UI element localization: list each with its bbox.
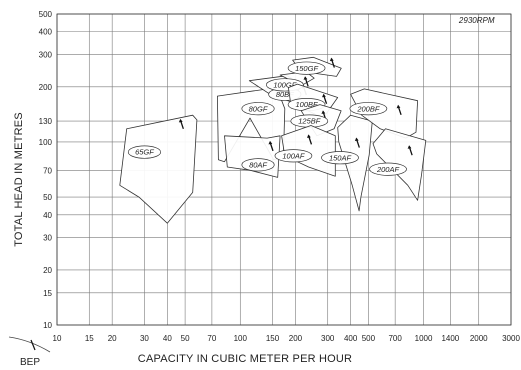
speed-label: 2930RPM	[458, 16, 495, 25]
x-tick-label: 1400	[441, 334, 459, 343]
y-tick-label: 130	[39, 117, 53, 126]
x-tick-label: 50	[181, 334, 190, 343]
pump-model-label: 100GF	[273, 80, 296, 89]
bep-marker-head	[303, 76, 308, 80]
pump-model-badge	[241, 102, 275, 116]
x-tick-label: 400	[344, 334, 358, 343]
tick-labels: 10 15 20 30 40 50 70 100 150 200 300 400 500 700 1000 1…	[39, 10, 521, 343]
pump-range-150af: 150AF	[321, 114, 373, 212]
x-tick-label: 40	[163, 334, 172, 343]
bep-marker-head	[354, 137, 359, 142]
pump-model-label: 80GF	[249, 104, 268, 113]
x-tick-label: 30	[140, 334, 149, 343]
pump-model-label: 80BF	[276, 90, 294, 99]
y-tick-label: 400	[39, 28, 53, 37]
x-axis-title: CAPACITY IN CUBIC METER PER HOUR	[138, 353, 352, 365]
pump-range-100af: 100AF	[274, 125, 336, 177]
pump-model-badge	[241, 158, 275, 172]
y-tick-label: 70	[43, 166, 52, 175]
x-tick-label: 10	[53, 334, 62, 343]
bep-legend-curve	[8, 336, 51, 353]
x-tick-label: 700	[388, 334, 402, 343]
pump-range-125bf: 125BF	[290, 104, 342, 137]
pump-range-200af: 200AF	[369, 128, 427, 201]
x-tick-label: 200	[289, 334, 303, 343]
pump-range-outline	[350, 88, 418, 139]
x-tick-label: 15	[85, 334, 94, 343]
y-axis-title: TOTAL HEAD IN METRES	[13, 112, 25, 247]
x-tick-label: 1000	[415, 334, 433, 343]
pump-model-badge	[349, 102, 388, 116]
pump-model-label: 200AF	[376, 165, 400, 174]
pump-model-label: 65GF	[135, 148, 154, 157]
x-tick-label: 500	[362, 334, 376, 343]
bep-marker-head	[396, 104, 401, 109]
pump-model-label: 100BF	[296, 100, 319, 109]
x-tick-label: 2000	[470, 334, 488, 343]
pump-model-badge	[369, 162, 407, 176]
bep-marker-head	[321, 110, 326, 114]
y-tick-label: 10	[43, 321, 52, 330]
x-tick-label: 150	[266, 334, 280, 343]
x-tick-label: 70	[207, 334, 216, 343]
y-tick-label: 15	[43, 289, 52, 298]
y-tick-label: 20	[43, 266, 52, 275]
pump-range-150gf: 150GF	[287, 56, 342, 77]
bep-legend-arrow	[30, 339, 36, 351]
pump-model-badge	[127, 145, 161, 159]
pump-model-label: 80AF	[249, 160, 267, 169]
pump-model-label: 125BF	[298, 117, 321, 126]
bep-marker-head	[306, 134, 311, 138]
x-tick-label: 100	[234, 334, 248, 343]
x-tick-label: 20	[108, 334, 117, 343]
y-tick-label: 50	[43, 193, 52, 202]
y-tick-label: 40	[43, 211, 52, 220]
pump-model-label: 150GF	[295, 64, 318, 73]
y-tick-label: 500	[39, 10, 53, 19]
y-tick-label: 300	[39, 51, 53, 60]
plot-frame	[56, 13, 512, 326]
bep-label: BEP	[20, 357, 40, 368]
x-tick-label: 3000	[502, 334, 520, 343]
y-tick-label: 100	[39, 138, 53, 147]
bep-marker-head	[268, 140, 273, 145]
pump-range-65gf: 65GF	[119, 114, 198, 224]
bep-marker-head	[329, 57, 334, 62]
pump-model-badge	[274, 149, 313, 163]
bep-marker-head	[407, 145, 412, 149]
pump-model-badge	[321, 151, 359, 165]
pump-model-label: 200BF	[356, 104, 380, 113]
pump-model-badge	[287, 61, 326, 75]
pump-model-label: 100AF	[282, 151, 305, 160]
x-tick-label: 300	[321, 334, 335, 343]
bep-marker-head	[178, 118, 183, 123]
pump-range-outline	[119, 114, 198, 224]
pump-range-80af: 80AF	[224, 135, 281, 178]
y-tick-label: 200	[39, 83, 53, 92]
y-tick-label: 30	[43, 234, 52, 243]
pump-range-100gf: 100GF	[265, 71, 315, 92]
bep-legend: BEP	[8, 336, 51, 368]
bep-marker-head	[322, 93, 326, 98]
pump-model-label: 150AF	[329, 153, 352, 162]
pump-range-200bf: 200BF	[349, 88, 418, 139]
